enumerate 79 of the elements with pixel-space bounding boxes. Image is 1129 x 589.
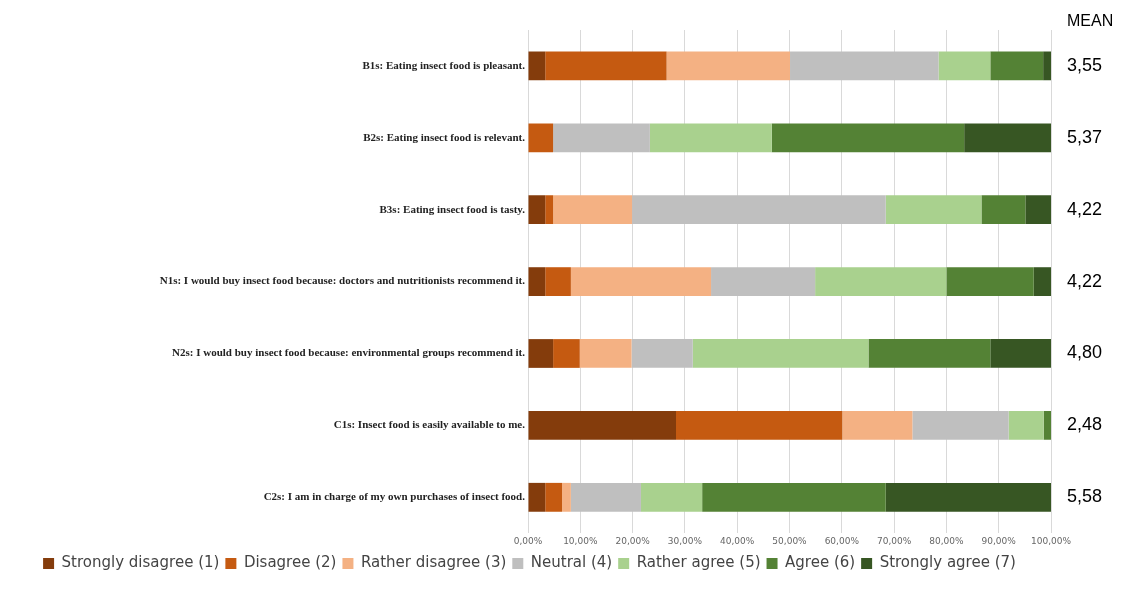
x-tick-label: 50,00% <box>772 535 808 546</box>
bar <box>649 123 772 153</box>
bar <box>702 482 886 512</box>
bar <box>990 51 1044 81</box>
y-tick-label: B3s: Eating insect food is tasty. <box>379 202 526 215</box>
legend-label: Rather agree (5) <box>636 553 761 572</box>
bar <box>528 123 554 153</box>
legend-label: Disagree (2) <box>243 553 337 572</box>
bar <box>938 51 991 81</box>
bar <box>545 482 562 512</box>
text: 4,22 <box>1067 270 1103 291</box>
bar <box>912 410 1009 440</box>
bar <box>1033 267 1051 296</box>
bar <box>528 482 546 512</box>
bar <box>666 51 791 81</box>
bar <box>528 339 554 368</box>
bar <box>545 51 667 81</box>
bar <box>528 51 546 81</box>
bar <box>528 267 546 296</box>
bar <box>885 482 1051 512</box>
y-tick-label: C2s: I am in charge of my own purchases of insect food. <box>263 490 526 503</box>
x-tick-label: 0,00% <box>513 535 543 546</box>
x-tick-label: 80,00% <box>929 535 964 546</box>
x-tick-label: 90,00% <box>981 535 1017 546</box>
bar <box>711 267 816 296</box>
bar <box>545 267 571 296</box>
bar <box>771 123 965 153</box>
y-tick-label: N2s: I would buy insect food because: environmental groups recommend it. <box>172 346 526 359</box>
bar <box>868 339 991 368</box>
bar <box>676 410 843 440</box>
text: 5,58 <box>1067 486 1103 507</box>
y-tick-label: N1s: I would buy insect food because: doctors and nutritionists recommend it. <box>159 274 526 287</box>
bar <box>631 339 693 368</box>
text: 2,48 <box>1067 414 1103 435</box>
x-tick-label: 30,00% <box>667 535 703 546</box>
bar <box>570 267 712 296</box>
bar <box>553 195 633 225</box>
legend-label: Strongly agree (7) <box>879 553 1016 572</box>
bar <box>1025 195 1051 225</box>
text: 4,22 <box>1067 198 1103 219</box>
bar <box>1043 51 1051 81</box>
x-tick-label: 60,00% <box>824 535 860 546</box>
x-tick-label: 10,00% <box>563 535 598 546</box>
bar <box>692 339 869 368</box>
y-tick-label: B1s: Eating insect food is pleasant. <box>362 58 526 71</box>
text: 3,55 <box>1067 54 1103 75</box>
legend-label: Rather disagree (3) <box>360 553 507 572</box>
y-tick-label: C1s: Insect food is easily available to me. <box>333 418 526 431</box>
bar <box>1008 410 1044 440</box>
text: 4,80 <box>1067 342 1103 363</box>
x-tick-label: 40,00% <box>720 535 755 546</box>
bar <box>632 195 886 225</box>
bar <box>815 267 947 296</box>
bar <box>842 410 913 440</box>
legend-label: Agree (6) <box>785 553 856 572</box>
bar <box>545 195 554 225</box>
legend-label: Neutral (4) <box>530 553 613 572</box>
text: 5,37 <box>1067 126 1103 147</box>
bar <box>946 267 1034 296</box>
bar <box>562 482 571 512</box>
bar <box>528 195 546 225</box>
bar <box>885 195 982 225</box>
bar <box>964 123 1051 153</box>
bar <box>640 482 703 512</box>
bar <box>990 339 1051 368</box>
legend-label: Strongly disagree (1) <box>61 553 220 572</box>
x-tick-label: 70,00% <box>876 535 912 546</box>
text: MEAN <box>1067 12 1114 30</box>
y-tick-label: B2s: Eating insect food is relevant. <box>363 130 526 143</box>
bar <box>570 482 641 512</box>
bar <box>981 195 1026 225</box>
bar <box>553 339 580 368</box>
bar <box>579 339 632 368</box>
x-tick-label: 100,00% <box>1030 535 1072 546</box>
bar <box>553 123 650 153</box>
bar <box>790 51 939 81</box>
x-tick-label: 20,00% <box>615 535 651 546</box>
bar <box>1043 410 1051 440</box>
bar <box>528 410 677 440</box>
